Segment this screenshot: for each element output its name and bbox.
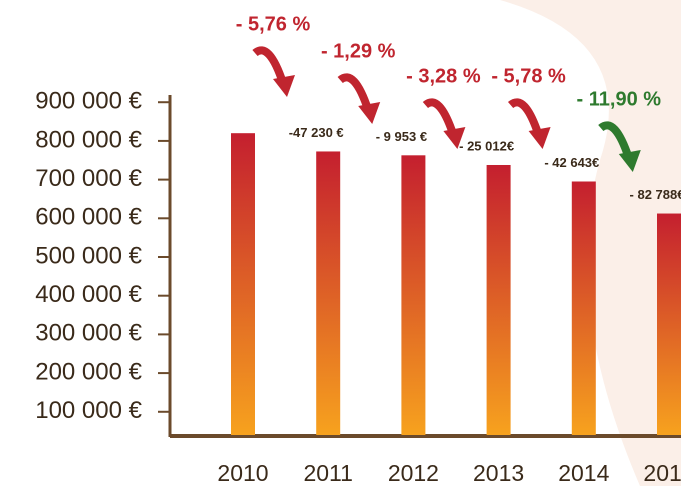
y-tick-label: 900 000 €	[35, 88, 142, 115]
arrow	[337, 73, 372, 112]
arrow-head	[358, 102, 381, 124]
amount-change: - 82 788€	[630, 187, 681, 202]
x-tick-label: 2014	[558, 460, 609, 486]
amount-change: - 25 012€	[459, 138, 514, 153]
y-tick-label: 700 000 €	[35, 165, 142, 192]
y-tick-label: 200 000 €	[35, 358, 142, 385]
y-tick-label: 300 000 €	[35, 320, 142, 347]
arrow-head	[528, 127, 551, 149]
x-tick-label: 2012	[388, 460, 439, 486]
x-tick-label: 2010	[217, 460, 268, 486]
percent-change: - 5,76 %	[236, 13, 311, 35]
bar	[486, 164, 511, 435]
y-tick-label: 600 000 €	[35, 204, 142, 231]
amount-change: - 42 643€	[544, 155, 599, 170]
amount-change: - 9 953 €	[376, 129, 427, 144]
amount-change: -47 230 €	[289, 125, 344, 140]
arrow	[422, 98, 458, 137]
x-tick-label: 2015	[643, 460, 681, 486]
bar	[571, 181, 596, 435]
percent-change: - 3,28 %	[406, 65, 481, 87]
bar	[316, 151, 341, 435]
arrow-head	[443, 127, 466, 149]
arrow-head	[273, 75, 295, 97]
percent-change: - 11,90 %	[577, 88, 662, 110]
bar	[401, 155, 426, 435]
arrow-head	[618, 150, 641, 172]
y-tick-label: 400 000 €	[35, 281, 142, 308]
y-tick-label: 800 000 €	[35, 126, 142, 153]
y-tick-label: 100 000 €	[35, 397, 142, 424]
y-tick-label: 500 000 €	[35, 242, 142, 269]
arrow	[252, 46, 287, 85]
percent-change: - 5,78 %	[491, 65, 566, 87]
x-tick-label: 2011	[303, 460, 352, 486]
bar	[657, 213, 681, 435]
percent-change: - 1,29 %	[321, 40, 396, 62]
arrow	[598, 121, 633, 160]
bar	[231, 133, 255, 436]
arrow	[508, 98, 543, 137]
x-tick-label: 2013	[473, 460, 524, 486]
